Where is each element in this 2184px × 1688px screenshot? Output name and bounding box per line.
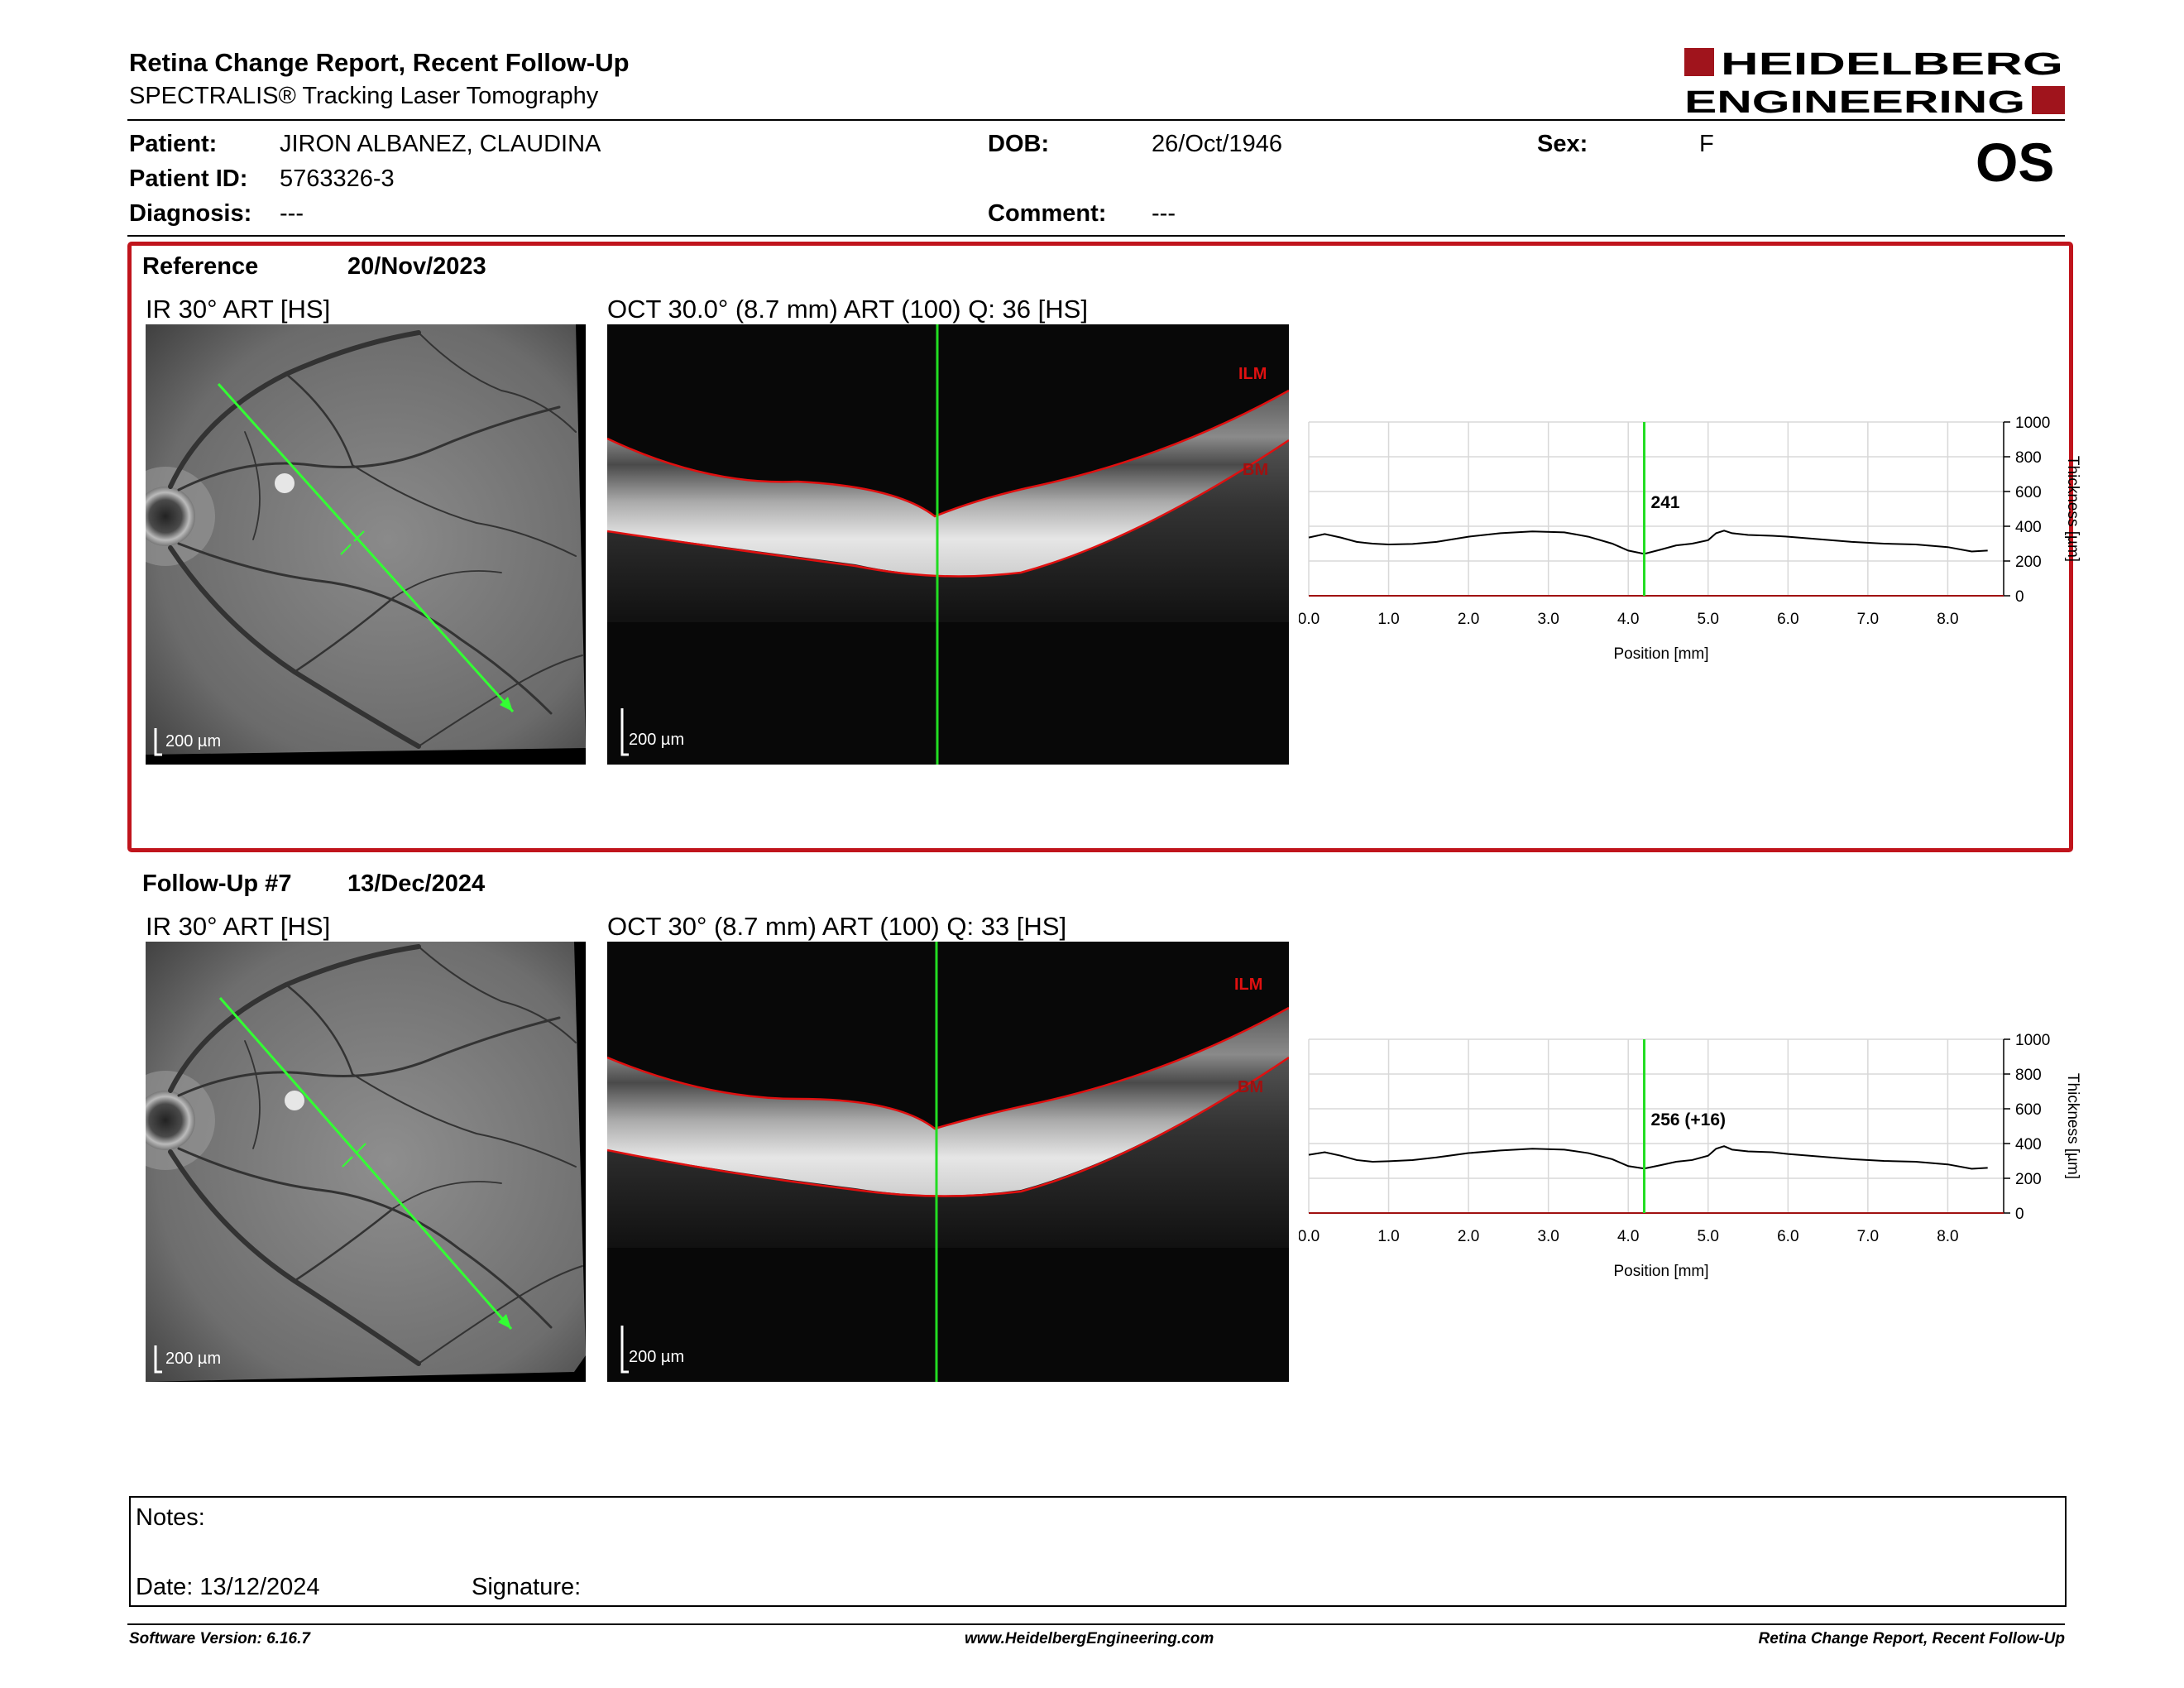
followup-ir-label: IR 30° ART [HS] (146, 912, 331, 941)
y-axis-label: Thickness [µm] (2064, 1073, 2081, 1179)
y-tick-label: 600 (2015, 484, 2042, 501)
reference-oct-image: ILM BM 200 µm (607, 324, 1289, 765)
x-axis-label: Position [mm] (1613, 645, 1708, 663)
footer-divider (127, 1623, 2065, 1625)
patient-id-label: Patient ID: (129, 165, 248, 192)
thickness-line (1308, 530, 1988, 555)
diagnosis-value: --- (280, 200, 304, 227)
reference-ir-image: 200 µm (146, 324, 586, 765)
diagnosis-label: Diagnosis: (129, 200, 252, 227)
x-tick-label: 0.0 (1299, 611, 1320, 628)
x-tick-label: 2.0 (1458, 1228, 1479, 1245)
x-tick-label: 1.0 (1377, 1228, 1399, 1245)
reference-label: Reference (142, 253, 259, 280)
dob-label: DOB: (988, 131, 1050, 157)
report-subtitle: SPECTRALIS® Tracking Laser Tomography (129, 83, 599, 109)
dob-value: 26/Oct/1946 (1152, 131, 1282, 157)
y-tick-label: 1000 (2015, 415, 2050, 432)
patient-name: JIRON ALBANEZ, CLAUDINA (280, 131, 601, 157)
reference-oct-label: OCT 30.0° (8.7 mm) ART (100) Q: 36 [HS] (607, 295, 1088, 324)
y-tick-label: 0 (2015, 1206, 2024, 1223)
svg-text:200 µm: 200 µm (165, 732, 221, 750)
y-tick-label: 400 (2015, 1136, 2042, 1153)
svg-text:HEIDELBERG: HEIDELBERG (1721, 47, 2063, 82)
x-tick-label: 8.0 (1937, 611, 1958, 628)
eye-side: OS (1976, 132, 2055, 193)
svg-text:BM: BM (1238, 1078, 1263, 1096)
software-version: Software Version: 6.16.7 (129, 1630, 310, 1647)
x-tick-label: 8.0 (1937, 1228, 1958, 1245)
x-tick-label: 0.0 (1299, 1228, 1320, 1245)
svg-text:ILM: ILM (1238, 365, 1267, 383)
x-tick-label: 4.0 (1617, 611, 1639, 628)
notes-box (129, 1496, 2067, 1607)
x-tick-label: 5.0 (1698, 611, 1719, 628)
cursor-value-label: 241 (1651, 493, 1680, 512)
x-tick-label: 3.0 (1537, 1228, 1559, 1245)
x-tick-label: 7.0 (1857, 611, 1879, 628)
y-tick-label: 400 (2015, 519, 2042, 536)
thickness-line (1308, 1145, 1988, 1170)
comment-label: Comment: (988, 200, 1107, 227)
svg-text:200 µm: 200 µm (629, 731, 684, 749)
y-tick-label: 0 (2015, 588, 2024, 606)
cursor-value-label: 256 (+16) (1651, 1110, 1726, 1129)
x-tick-label: 2.0 (1458, 611, 1479, 628)
website-link[interactable]: www.HeidelbergEngineering.com (965, 1630, 1214, 1647)
y-tick-label: 1000 (2015, 1032, 2050, 1049)
y-tick-label: 600 (2015, 1101, 2042, 1119)
patient-id-value: 5763326-3 (280, 165, 395, 192)
y-tick-label: 800 (2015, 1067, 2042, 1084)
y-tick-label: 200 (2015, 1171, 2042, 1188)
svg-text:ENGINEERING: ENGINEERING (1684, 85, 2025, 117)
x-tick-label: 6.0 (1777, 1228, 1798, 1245)
followup-date: 13/Dec/2024 (347, 870, 486, 897)
signature-label[interactable]: Signature: (472, 1574, 582, 1600)
notes-label: Notes: (136, 1504, 205, 1531)
followup-thickness-chart: 0 200 400 600 800 1000 0.0 1.0 2.0 3.0 4.0 5.0 6.0 7.… (1299, 1032, 2081, 1280)
comment-value: --- (1152, 200, 1176, 227)
reference-frame (127, 242, 2073, 852)
x-tick-label: 4.0 (1617, 1228, 1639, 1245)
svg-text:200 µm: 200 µm (629, 1348, 684, 1366)
svg-text:200 µm: 200 µm (165, 1350, 221, 1368)
x-tick-label: 7.0 (1857, 1228, 1879, 1245)
x-tick-label: 6.0 (1777, 611, 1798, 628)
report-title: Retina Change Report, Recent Follow-Up (129, 48, 630, 77)
y-tick-label: 200 (2015, 554, 2042, 571)
notes-date: Date: 13/12/2024 (136, 1574, 320, 1600)
x-axis-label: Position [mm] (1613, 1263, 1708, 1280)
sex-value: F (1699, 131, 1714, 157)
footer-report-name: Retina Change Report, Recent Follow-Up (1758, 1630, 2065, 1647)
heidelberg-logo: HEIDELBERG ENGINEERING (1684, 47, 2065, 117)
x-tick-label: 3.0 (1537, 611, 1559, 628)
reference-ir-label: IR 30° ART [HS] (146, 295, 331, 324)
patient-divider (127, 235, 2065, 237)
y-axis-label: Thickness [µm] (2064, 456, 2081, 562)
followup-oct-image: ILM BM 200 µm (607, 942, 1289, 1382)
sex-label: Sex: (1537, 131, 1588, 157)
reference-date: 20/Nov/2023 (347, 253, 486, 280)
followup-oct-label: OCT 30° (8.7 mm) ART (100) Q: 33 [HS] (607, 912, 1067, 941)
svg-text:BM: BM (1243, 461, 1268, 479)
followup-ir-image: 200 µm (146, 942, 586, 1382)
y-tick-label: 800 (2015, 449, 2042, 467)
reference-thickness-chart: 0 200 400 600 800 1000 0.0 1.0 2.0 3.0 4.0 5.0 6.0 7.… (1299, 415, 2081, 663)
svg-text:ILM: ILM (1234, 976, 1262, 994)
header-divider (127, 119, 2065, 121)
x-tick-label: 5.0 (1698, 1228, 1719, 1245)
patient-label: Patient: (129, 131, 218, 157)
x-tick-label: 1.0 (1377, 611, 1399, 628)
followup-label: Follow-Up #7 (142, 870, 292, 897)
